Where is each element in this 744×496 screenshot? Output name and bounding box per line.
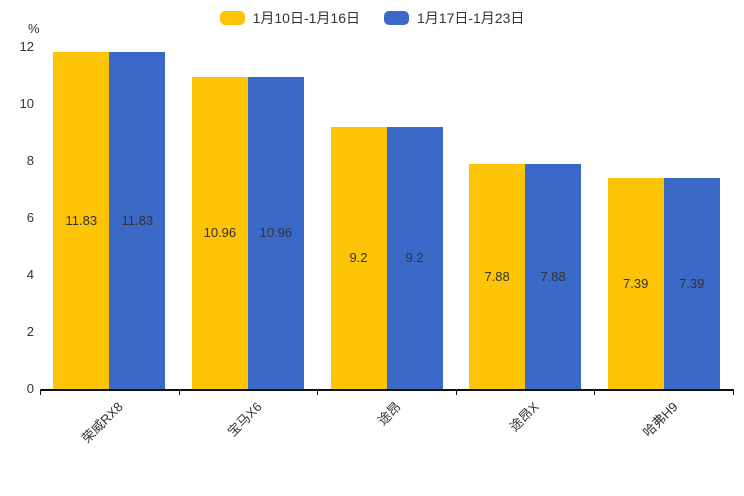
bar-value-label: 10.96	[203, 225, 237, 241]
bar-途昂X-series2[interactable]: 7.88	[525, 164, 582, 389]
bar-途昂X-series1[interactable]: 7.88	[469, 164, 526, 389]
x-axis-category-label: 途昂X	[506, 399, 542, 435]
bar-value-label: 7.88	[484, 269, 510, 285]
legend-swatch-icon	[384, 11, 409, 25]
y-axis-unit-label: %	[28, 21, 40, 36]
x-axis-category-label: 荣威RX8	[79, 399, 127, 447]
legend-item[interactable]: 1月17日-1月23日	[384, 8, 524, 28]
legend: 1月10日-1月16日 1月17日-1月23日	[0, 8, 744, 28]
bar-荣威RX8-series1[interactable]: 11.83	[53, 51, 110, 389]
bar-哈弗H9-series1[interactable]: 7.39	[607, 178, 664, 389]
x-axis-tick	[178, 389, 180, 395]
y-axis-tick-label: 2	[26, 324, 34, 339]
x-axis-tick	[594, 389, 596, 395]
x-axis-line	[40, 389, 733, 391]
bar-value-label: 7.88	[540, 269, 566, 285]
legend-label: 1月17日-1月23日	[417, 10, 525, 26]
bar-value-label: 10.96	[259, 225, 293, 241]
y-axis-tick-label: 8	[26, 153, 34, 168]
y-axis-tick-label: 0	[26, 381, 34, 396]
y-axis-tick-label: 12	[19, 39, 34, 54]
bar-value-label: 9.2	[349, 250, 368, 266]
bar-value-label: 9.2	[405, 250, 424, 266]
x-axis-tick	[733, 389, 734, 395]
x-axis-category-label: 途昂	[374, 399, 404, 429]
bar-value-label: 11.83	[121, 212, 154, 228]
y-axis-tick-label: 6	[26, 210, 34, 225]
bar-value-label: 11.83	[65, 212, 98, 228]
x-axis-tick	[317, 389, 319, 395]
x-axis-tick	[40, 389, 41, 395]
bar-value-label: 7.39	[679, 276, 705, 292]
legend-swatch-icon	[219, 11, 245, 25]
y-axis-tick-label: 4	[26, 267, 34, 282]
legend-label: 1月10日-1月16日	[252, 10, 360, 26]
bar-荣威RX8-series2[interactable]: 11.83	[109, 51, 166, 389]
legend-item[interactable]: 1月10日-1月16日	[219, 8, 360, 28]
bar-途昂-series1[interactable]: 9.2	[330, 126, 387, 389]
bar-宝马X6-series1[interactable]: 10.96	[191, 76, 248, 389]
x-axis-tick	[455, 389, 457, 395]
bar-哈弗H9-series2[interactable]: 7.39	[663, 178, 720, 389]
y-axis-tick-label: 10	[19, 96, 34, 111]
bar-value-label: 7.39	[623, 276, 649, 292]
bar-宝马X6-series2[interactable]: 10.96	[247, 76, 304, 389]
bar-途昂-series2[interactable]: 9.2	[386, 126, 443, 389]
x-axis-category-label: 哈弗H9	[639, 399, 681, 440]
x-axis-category-label: 宝马X6	[224, 399, 265, 440]
